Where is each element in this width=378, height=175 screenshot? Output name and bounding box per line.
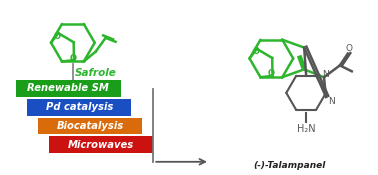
Bar — [49, 136, 153, 153]
Text: O: O — [252, 47, 259, 56]
Text: Microwaves: Microwaves — [68, 140, 134, 150]
Text: O: O — [345, 44, 352, 53]
Text: N: N — [328, 97, 335, 106]
Text: O: O — [70, 54, 76, 63]
Text: Pd catalysis: Pd catalysis — [46, 102, 113, 112]
Text: O: O — [268, 69, 275, 78]
Text: O: O — [54, 32, 61, 41]
Text: H₂N: H₂N — [297, 124, 316, 134]
Bar — [16, 80, 121, 97]
Bar — [38, 118, 143, 134]
Text: (-)-Talampanel: (-)-Talampanel — [253, 161, 325, 170]
Text: N: N — [322, 70, 329, 79]
Bar — [27, 99, 132, 116]
Text: Biocatalysis: Biocatalysis — [57, 121, 124, 131]
Text: Safrole: Safrole — [75, 68, 116, 78]
Text: Renewable SM: Renewable SM — [28, 83, 109, 93]
